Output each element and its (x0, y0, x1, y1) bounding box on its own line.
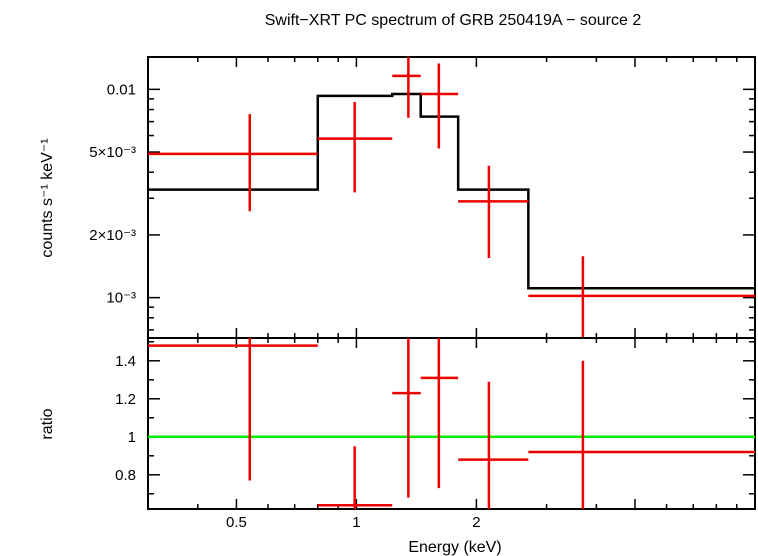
ratio-data-point (148, 338, 318, 481)
spectrum-data-point (317, 101, 393, 193)
x-tick-label: 0.5 (226, 514, 247, 531)
y-tick-label: 10⁻³ (106, 290, 136, 307)
ratio-y-axis-label: ratio (39, 408, 56, 439)
x-tick-label: 2 (472, 514, 480, 531)
spectrum-data-point (458, 165, 529, 258)
y-tick-label: 2×10⁻³ (89, 227, 136, 244)
ratio-data-point (458, 381, 529, 509)
ratio-data-point (392, 338, 421, 498)
x-axis-label: Energy (keV) (408, 539, 501, 556)
spectrum-data-point (528, 256, 755, 338)
ratio-data-point (317, 446, 393, 509)
y-tick-label: 5×10⁻³ (89, 144, 136, 161)
ratio-data-point (528, 360, 755, 509)
spectrum-data-point (420, 63, 459, 149)
ratio-panel: 1.4 1.2 1 0.8 0.5 1 2 ratio Energy (keV) (39, 337, 756, 556)
y-tick-label: 1.2 (115, 391, 136, 408)
ratio-ticks (147, 338, 756, 509)
y-tick-label: 0.01 (107, 81, 136, 98)
spectrum-ticks (147, 57, 756, 338)
spectrum-y-axis-label: counts s⁻¹ keV⁻¹ (39, 138, 56, 257)
ratio-data-point (420, 338, 459, 489)
y-tick-label: 1 (128, 429, 136, 446)
spectrum-data-points (148, 57, 755, 338)
spectrum-panel: 0.01 5×10⁻³ 2×10⁻³ 10⁻³ counts s⁻¹ keV⁻¹ (39, 56, 756, 339)
y-tick-label: 0.8 (115, 467, 136, 484)
chart-title: Swift−XRT PC spectrum of GRB 250419A − s… (265, 12, 642, 29)
spectrum-data-point (148, 114, 318, 212)
spectrum-y-tick-labels: 0.01 5×10⁻³ 2×10⁻³ 10⁻³ (89, 81, 136, 306)
ratio-frame (147, 337, 756, 510)
ratio-y-tick-labels: 1.4 1.2 1 0.8 (115, 353, 136, 484)
model-step-line (148, 92, 755, 290)
x-tick-labels: 0.5 1 2 (226, 514, 481, 531)
ratio-data-points (148, 338, 755, 509)
y-tick-label: 1.4 (115, 353, 136, 370)
x-tick-label: 1 (352, 514, 360, 531)
model-curve (148, 92, 755, 290)
spectrum-data-point (392, 57, 421, 118)
